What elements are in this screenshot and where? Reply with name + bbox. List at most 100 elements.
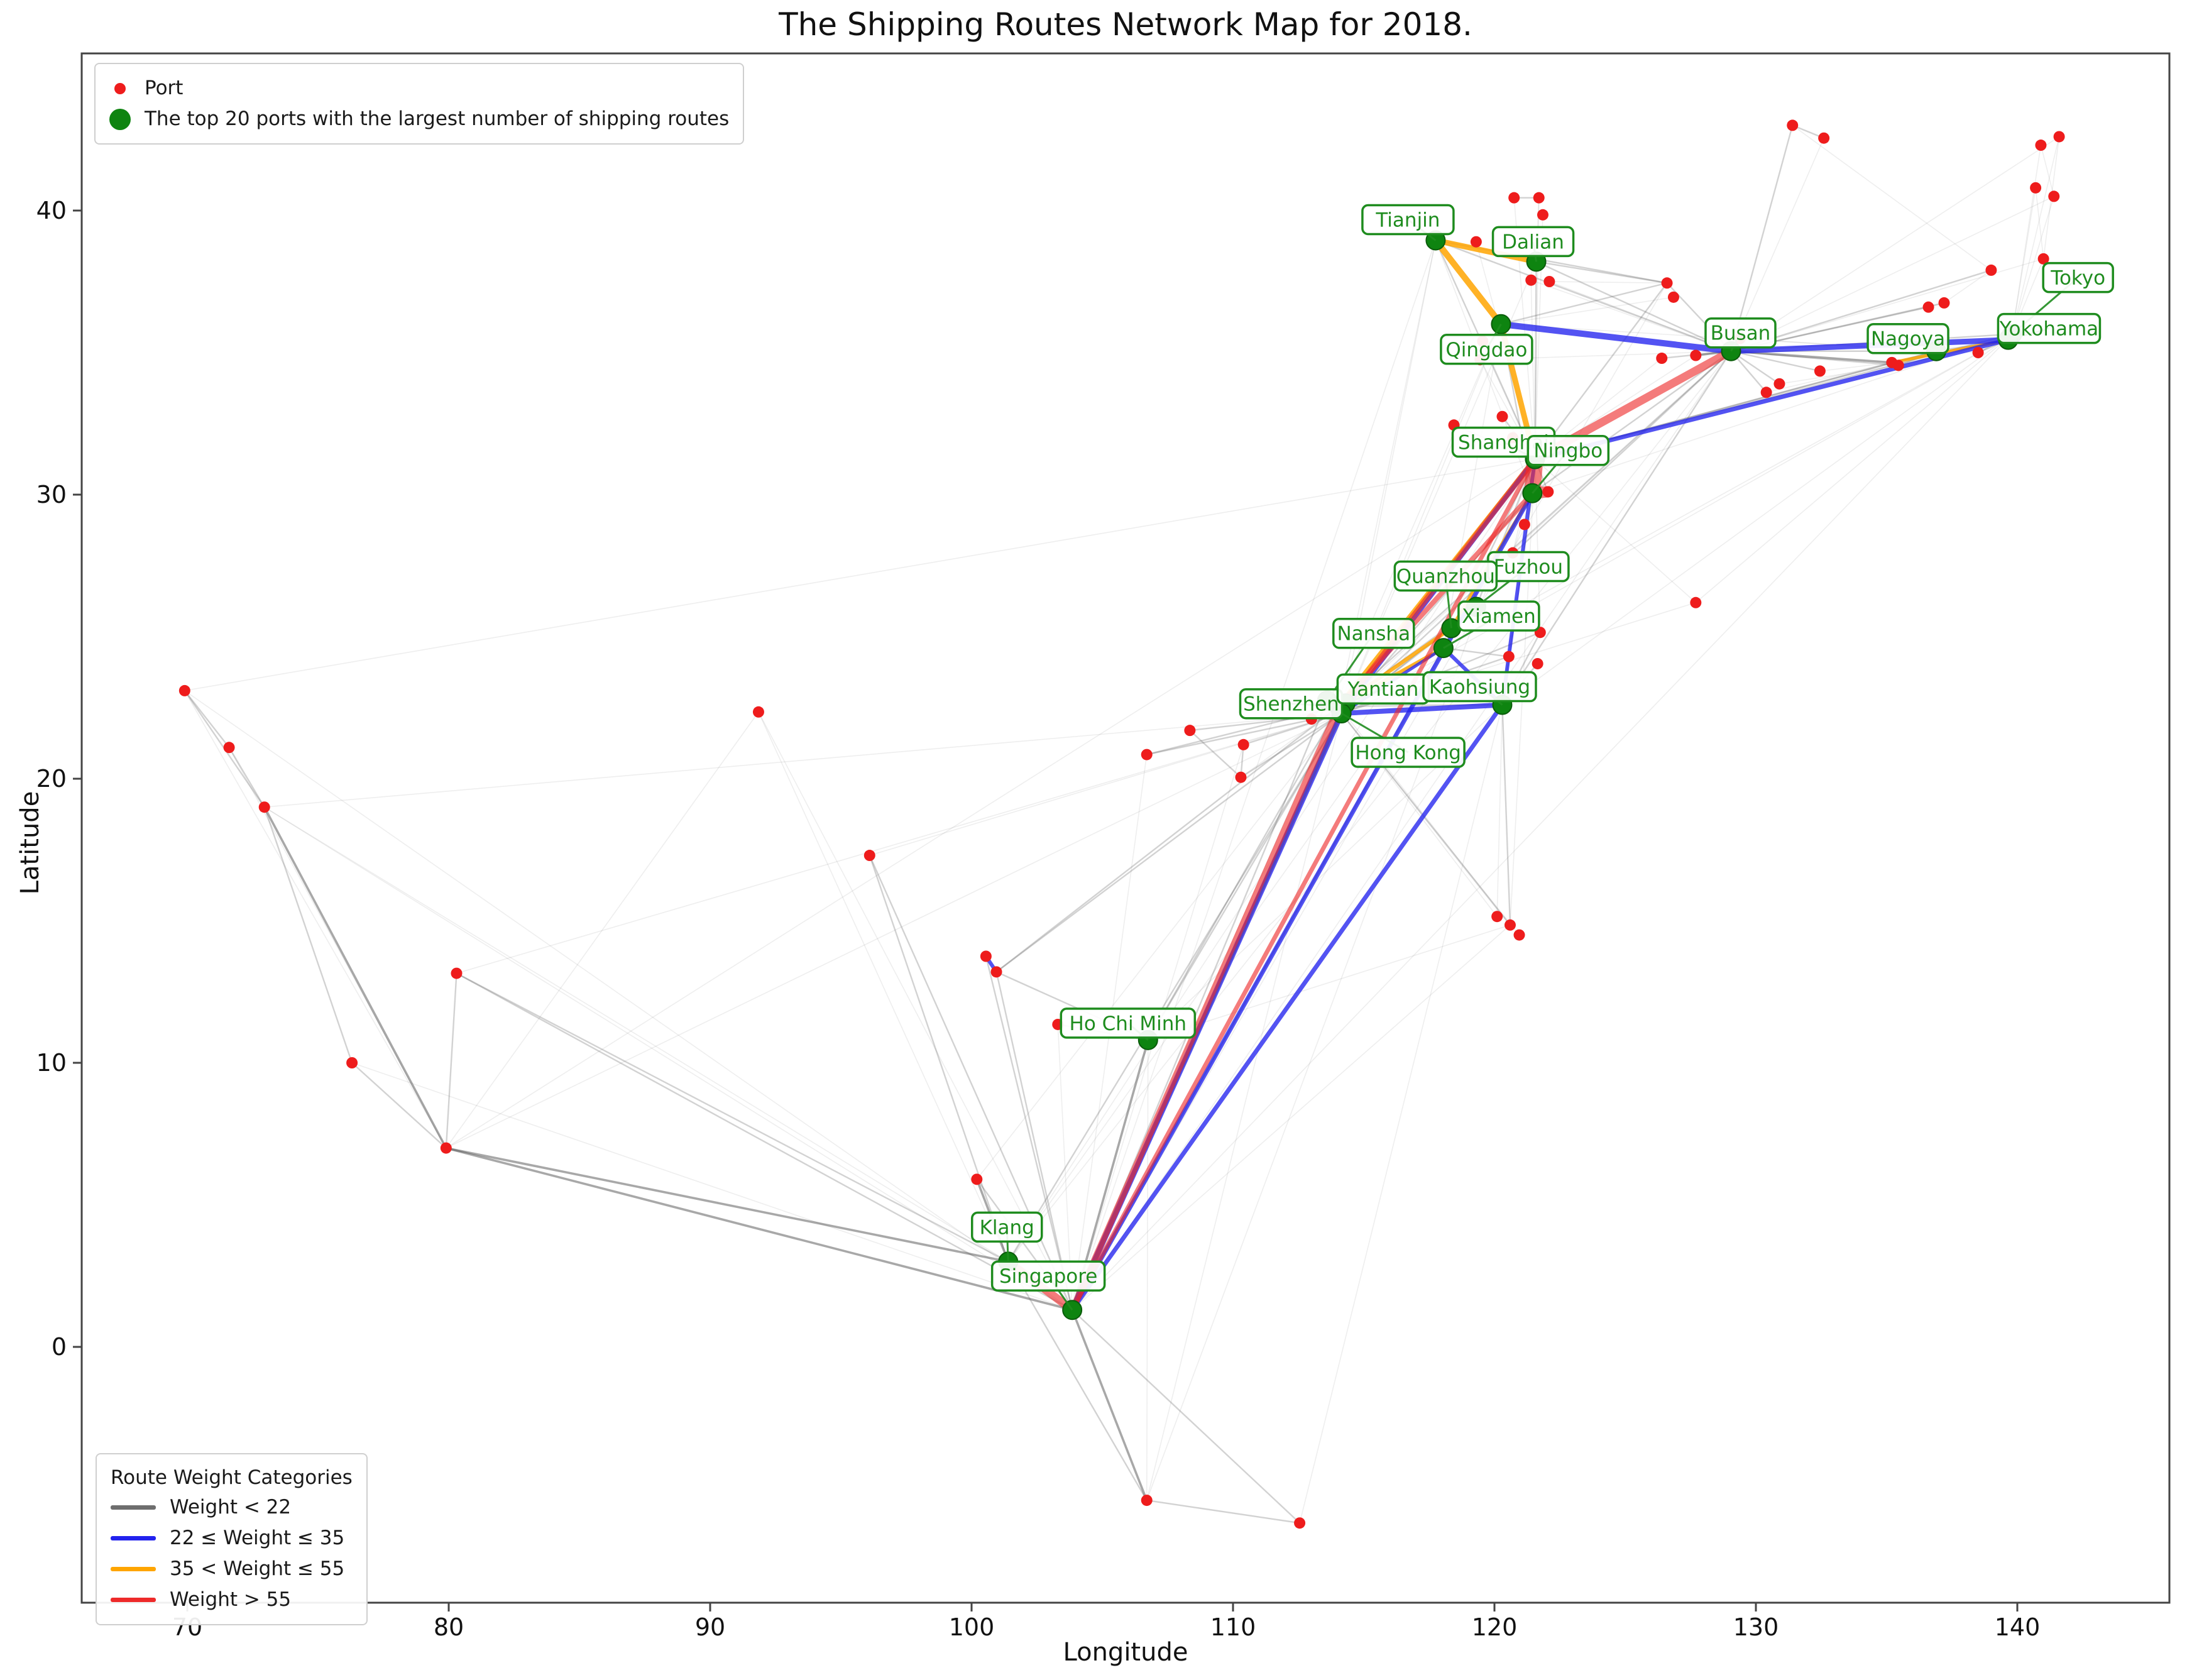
- route-edge: [976, 713, 1342, 1180]
- route-edge: [1072, 239, 1437, 1311]
- route-edge: [1340, 350, 1732, 715]
- route-edge: [263, 806, 1009, 1263]
- route-edge: [446, 711, 759, 1149]
- route-edge: [1443, 323, 1502, 649]
- port-node: [1503, 651, 1515, 662]
- port-label-text: Tokyo: [2050, 267, 2105, 290]
- route-edge: [1498, 321, 1735, 354]
- route-edge: [1146, 1499, 1301, 1524]
- port-node: [1667, 291, 1679, 303]
- route-edge: [263, 806, 447, 1150]
- route-edge: [1432, 237, 1540, 265]
- port-node: [1237, 738, 1249, 750]
- port-node: [1814, 365, 1826, 377]
- route-edge: [228, 747, 265, 808]
- plot-frame: [80, 52, 2171, 1604]
- port-node: [1656, 353, 1668, 365]
- port-node: [258, 801, 270, 813]
- port-node: [1496, 410, 1508, 422]
- port-node: [1518, 519, 1530, 530]
- route-edge: [985, 955, 1073, 1311]
- port-node: [1537, 209, 1548, 221]
- port-node: [1141, 1495, 1153, 1507]
- route-edge: [1069, 703, 1342, 1314]
- blue-line-icon: [111, 1536, 156, 1540]
- port-node: [451, 967, 463, 979]
- port-node: [1184, 725, 1196, 737]
- port-label-text: Fuzhou: [1494, 556, 1563, 579]
- route-edge: [445, 1146, 1010, 1263]
- port-node: [980, 950, 992, 962]
- port-label-box: [1361, 204, 1455, 236]
- port-node: [2048, 190, 2060, 202]
- port-label-text: Xiamen: [1462, 605, 1536, 628]
- legend-row-weight-2: 22 ≤ Weight ≤ 35: [111, 1523, 353, 1554]
- port-label-box: [2042, 261, 2114, 294]
- route-edge: [1730, 350, 1821, 372]
- top-port-marker-icon: [109, 108, 131, 130]
- port-label-text: Singapore: [999, 1265, 1097, 1288]
- route-edge: [1072, 350, 1732, 1311]
- route-edge: [1532, 338, 2010, 461]
- route-edge: [1070, 702, 1505, 1312]
- port-node: [1787, 119, 1799, 131]
- route-edge: [2035, 187, 2044, 260]
- legend-port-label: Port: [145, 77, 184, 99]
- port-node: [1690, 596, 1702, 608]
- port-node: [1294, 1517, 1306, 1529]
- node-legend: Port The top 20 ports with the largest n…: [94, 63, 745, 145]
- route-edge: [2040, 145, 2055, 197]
- port-label: Busan: [1704, 317, 1777, 349]
- port-label-text: Hong Kong: [1355, 742, 1461, 764]
- port-node: [1773, 378, 1785, 390]
- route-edge: [758, 711, 1009, 1263]
- port-label: Tianjin: [1361, 204, 1455, 236]
- port-label-text: Busan: [1711, 322, 1771, 345]
- route-edge: [1548, 281, 1732, 352]
- port-label-box: [1440, 334, 1533, 365]
- route-edge: [1695, 333, 2013, 603]
- port-label: Quanzhou: [1393, 560, 1498, 592]
- port-node: [1525, 274, 1537, 286]
- route-edge: [1501, 333, 2013, 706]
- port-node: [2030, 182, 2042, 194]
- route-edge: [1148, 924, 1511, 1041]
- port-label: Yokohama: [1997, 312, 2102, 344]
- port-label-box: [1997, 312, 2102, 344]
- legend-row-weight-4: Weight > 55: [111, 1584, 353, 1615]
- port-label-box: [1457, 600, 1540, 632]
- route-edge: [2011, 195, 2055, 335]
- route-edge: [1007, 1261, 1148, 1502]
- port-label: Ningbo: [1527, 434, 1610, 466]
- route-edge: [1535, 261, 1732, 352]
- route-edge: [1071, 1309, 1301, 1524]
- route-edge: [446, 458, 1536, 1149]
- legend-row-top-port: The top 20 ports with the largest number…: [109, 104, 729, 135]
- route-edge: [2011, 187, 2036, 335]
- route-edge: [446, 713, 1342, 1149]
- port-label-text: Nagoya: [1871, 328, 1945, 351]
- route-edge: [1146, 713, 1342, 1501]
- port-node: [1504, 919, 1516, 931]
- port-node: [1491, 911, 1503, 923]
- port-label-box: [1060, 1007, 1197, 1039]
- legend-row-port: Port: [109, 73, 729, 104]
- port-node: [1542, 486, 1554, 498]
- port-label: Nansha: [1332, 617, 1415, 649]
- route-edge: [1146, 1040, 1149, 1501]
- x-tick-label: 140: [1995, 1613, 2041, 1641]
- route-edge: [995, 712, 1342, 973]
- port-label: Tokyo: [2042, 261, 2114, 294]
- x-tick-label: 120: [1472, 1613, 1518, 1641]
- weight-legend-title: Route Weight Categories: [111, 1466, 353, 1489]
- port-label-text: Nansha: [1337, 623, 1410, 645]
- route-edge: [1535, 261, 1668, 284]
- legend-top-port-label: The top 20 ports with the largest number…: [145, 107, 730, 130]
- port-label-text: Tianjin: [1375, 209, 1440, 231]
- route-edge: [445, 1146, 1073, 1312]
- weight-label-4: Weight > 55: [170, 1588, 292, 1611]
- weight-legend: Route Weight Categories Weight < 22 22 ≤…: [96, 1453, 368, 1625]
- route-edge: [1500, 297, 1674, 325]
- route-edge: [263, 806, 1073, 1311]
- route-edge: [351, 1062, 1073, 1311]
